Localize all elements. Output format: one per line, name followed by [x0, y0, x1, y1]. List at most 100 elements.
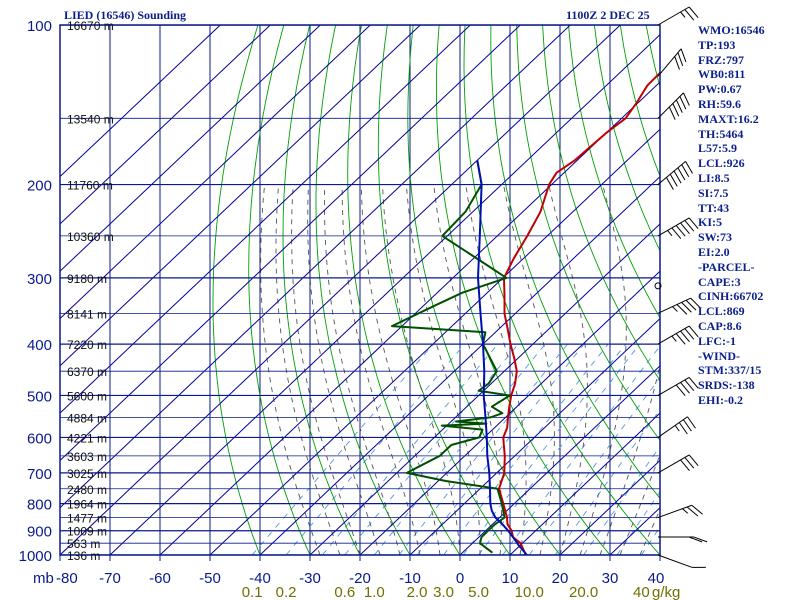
height-label: 4221 m — [67, 431, 107, 445]
isotherm — [209, 128, 660, 555]
index-item: KI:5 — [698, 215, 722, 230]
mixing-ratio-label: 0.1 — [242, 584, 263, 600]
moist-adiabat — [433, 184, 503, 555]
index-item: TH:5464 — [698, 126, 744, 141]
temperature-tick-label: -20 — [349, 570, 371, 587]
index-item: LCL:869 — [698, 304, 745, 319]
wind-barb — [657, 454, 699, 474]
height-label: 1009 m — [67, 525, 107, 539]
temperature-tick-label: -60 — [149, 570, 171, 587]
index-item: SRDS:-138 — [698, 378, 755, 393]
pressure-label: 800 — [27, 497, 52, 514]
index-item: SW:73 — [698, 230, 733, 245]
height-label: 563 m — [67, 537, 100, 551]
height-label: 11760 m — [67, 179, 113, 193]
height-label: 3603 m — [67, 450, 107, 464]
index-item: LCL:926 — [698, 156, 745, 171]
isotherm — [60, 25, 471, 414]
wind-barb — [657, 217, 699, 239]
index-item: FRZ:797 — [698, 52, 744, 67]
isotherm — [409, 317, 660, 555]
height-label: 10360 m — [67, 230, 114, 244]
height-label: 3025 m — [67, 467, 107, 481]
pressure-label: 100 — [27, 18, 52, 35]
index-item: WB0:811 — [698, 67, 746, 82]
height-label: 1477 m — [67, 512, 107, 526]
isotherm — [60, 25, 521, 462]
wind-barb — [657, 6, 699, 26]
stability-indices: WMO:16546 TP:193 FRZ:797 WB0:811 PW:0.67 RH:5… — [698, 23, 798, 408]
temperature-tick-label: -50 — [199, 570, 221, 587]
moist-adiabat — [405, 184, 481, 555]
pressure-label: 400 — [27, 337, 52, 354]
isotherm — [259, 175, 660, 555]
height-label: 5600 m — [67, 389, 107, 403]
height-label: 4884 m — [67, 411, 107, 425]
pressure-label: 600 — [27, 430, 52, 447]
mixing-ratio-label: 5.0 — [468, 584, 489, 600]
height-label: 16670 m — [67, 19, 114, 33]
mixing-ratio-label: 10.0 — [515, 584, 544, 600]
index-item: CINH:66702 — [698, 289, 764, 304]
pressure-label: 1000 — [19, 548, 52, 565]
x-axis-unit-label: mb — [33, 570, 54, 587]
isotherm — [159, 81, 660, 555]
isotherm — [60, 25, 221, 178]
isotherm — [60, 25, 371, 320]
height-label: 1964 m — [67, 498, 107, 512]
temperature-tick-label: 0 — [456, 570, 464, 587]
wind-barb — [657, 416, 696, 438]
index-item: RH:59.6 — [698, 96, 741, 111]
height-label: 13540 m — [67, 112, 114, 126]
height-label: 7220 m — [67, 338, 107, 352]
index-item: STM:337/15 — [698, 363, 762, 378]
dewpoint-profile — [390, 160, 511, 554]
moist-adiabat — [503, 184, 555, 555]
isotherm — [60, 25, 621, 555]
index-item: SI:7.5 — [698, 185, 729, 200]
moist-adiabat — [465, 184, 527, 555]
temperature-tick-label: -70 — [99, 570, 121, 587]
isotherm — [109, 34, 660, 555]
mixing-ratio-line — [285, 343, 465, 555]
wind-barb — [657, 377, 699, 397]
isotherm — [309, 223, 660, 555]
pressure-label: 200 — [27, 178, 52, 195]
height-label: 136 m — [67, 549, 100, 563]
moist-adiabat — [599, 363, 660, 555]
dry-adiabat — [315, 25, 411, 555]
dry-adiabat — [347, 25, 461, 555]
pressure-label: 300 — [27, 271, 52, 288]
chart-timestamp: 1100Z 2 DEC 25 — [566, 8, 650, 22]
moist-adiabat — [324, 184, 401, 555]
index-item: WMO:16546 — [698, 23, 765, 37]
index-item: CAP:8.6 — [698, 318, 742, 333]
mixing-ratio-label: 2.0 — [407, 584, 428, 600]
mixing-ratio-label: 1.0 — [364, 584, 385, 600]
pressure-label: 700 — [27, 466, 52, 483]
wind-barb — [658, 536, 708, 543]
storm-motion-marker — [654, 282, 662, 290]
moist-adiabat — [360, 184, 441, 555]
chart-title: LIED (16546) Sounding — [64, 8, 187, 22]
index-item: CAPE:3 — [698, 274, 741, 289]
isotherm — [60, 25, 571, 509]
mixing-ratio-label: 20.0 — [569, 584, 598, 600]
wind-barb — [657, 554, 706, 568]
index-item: LFC:-1 — [698, 333, 736, 348]
index-item: L57:5.9 — [698, 141, 737, 156]
wind-barb — [657, 161, 693, 190]
index-item: PW:0.67 — [698, 82, 742, 97]
temperature-tick-label: -30 — [299, 570, 321, 587]
mixing-ratio-unit-label: g/kg — [652, 584, 680, 600]
index-item: EI:2.0 — [698, 244, 730, 259]
isotherm — [60, 25, 421, 367]
index-item: EHI:-0.2 — [698, 392, 743, 407]
wind-barb — [657, 48, 687, 77]
temperature-tick-label: 10 — [502, 570, 519, 587]
temperature-tick-label: 40 — [648, 570, 665, 587]
index-item: MAXT:16.2 — [698, 111, 759, 126]
wind-barb — [657, 325, 699, 345]
temperature-tick-label: 30 — [602, 570, 619, 587]
